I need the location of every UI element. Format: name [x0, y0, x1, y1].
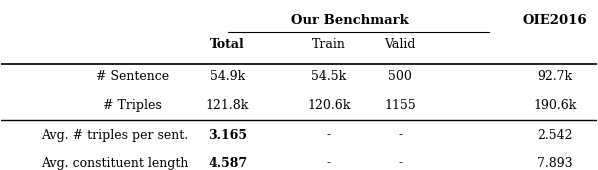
Text: -: - [398, 157, 402, 170]
Text: # Triples: # Triples [103, 99, 161, 112]
Text: Our Benchmark: Our Benchmark [291, 14, 408, 27]
Text: 500: 500 [388, 70, 412, 82]
Text: 121.8k: 121.8k [206, 99, 249, 112]
Text: -: - [398, 129, 402, 142]
Text: -: - [327, 129, 331, 142]
Text: 120.6k: 120.6k [307, 99, 350, 112]
Text: 4.587: 4.587 [208, 157, 247, 170]
Text: 1155: 1155 [385, 99, 416, 112]
Text: Avg. constituent length: Avg. constituent length [41, 157, 188, 170]
Text: Valid: Valid [385, 38, 416, 52]
Text: Avg. # triples per sent.: Avg. # triples per sent. [41, 129, 188, 142]
Text: 3.165: 3.165 [208, 129, 247, 142]
Text: 54.5k: 54.5k [311, 70, 346, 82]
Text: 190.6k: 190.6k [533, 99, 576, 112]
Text: Train: Train [312, 38, 346, 52]
Text: 2.542: 2.542 [537, 129, 573, 142]
Text: # Sentence: # Sentence [96, 70, 169, 82]
Text: 7.893: 7.893 [537, 157, 573, 170]
Text: -: - [327, 157, 331, 170]
Text: OIE2016: OIE2016 [523, 14, 587, 27]
Text: 92.7k: 92.7k [538, 70, 572, 82]
Text: Total: Total [210, 38, 245, 52]
Text: 54.9k: 54.9k [210, 70, 245, 82]
